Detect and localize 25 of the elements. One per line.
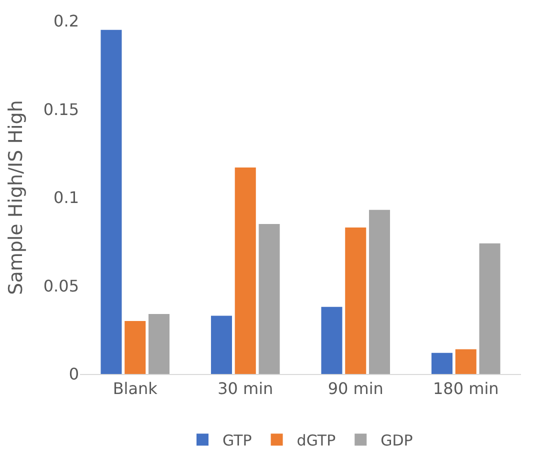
y-axis-title: Sample High/IS High: [5, 100, 28, 295]
bar: [124, 321, 146, 374]
bar: [100, 30, 122, 374]
x-tick-label: 180 min: [432, 379, 499, 398]
x-tick-label: 90 min: [328, 379, 384, 398]
bar: [455, 349, 476, 374]
legend-label: dGTP: [296, 432, 336, 450]
y-tick-label: 0.2: [54, 12, 79, 31]
bar: [479, 243, 500, 374]
bar: [258, 224, 280, 374]
bar: [234, 167, 256, 374]
legend-label: GTP: [222, 432, 252, 450]
bar: [345, 228, 366, 374]
y-tick-label: 0.15: [43, 100, 79, 119]
bar: [369, 210, 390, 374]
bar: [148, 314, 170, 374]
y-tick-label: 0.1: [54, 188, 79, 208]
x-tick-label: 30 min: [218, 379, 274, 398]
y-tick-label: 0.05: [43, 276, 79, 296]
legend-label: GDP: [380, 432, 413, 450]
bar: [321, 306, 342, 374]
bar: [210, 316, 232, 374]
y-tick-label: 0: [68, 364, 79, 384]
bar: [431, 352, 452, 374]
x-tick-label: Blank: [112, 379, 158, 398]
